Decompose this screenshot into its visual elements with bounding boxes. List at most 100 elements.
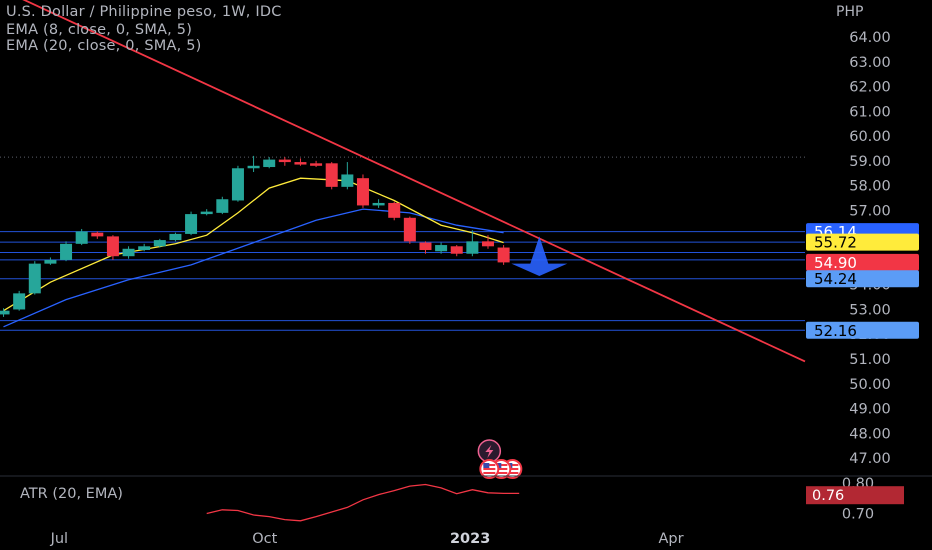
price-badge-bg xyxy=(806,253,919,271)
candle-body xyxy=(388,202,401,218)
candle-body xyxy=(435,245,448,252)
candle-body xyxy=(60,243,73,260)
y-axis-tick-label: 53.00 xyxy=(849,302,891,318)
x-axis-tick-label: Apr xyxy=(659,531,684,547)
y-axis-tick-label: 50.00 xyxy=(849,377,891,393)
us-flag-stripe xyxy=(495,472,508,474)
candle-body xyxy=(356,178,369,206)
candle xyxy=(138,243,151,252)
price-badge-text: 54.90 xyxy=(814,254,857,272)
down-arrow-icon xyxy=(511,236,568,277)
candle xyxy=(185,211,198,236)
us-flag-stripe xyxy=(506,472,519,474)
candle-body xyxy=(403,217,416,242)
candle xyxy=(278,157,291,166)
y-axis-tick-label: 48.00 xyxy=(849,426,891,442)
candle-body xyxy=(0,310,10,315)
event-badges xyxy=(477,439,523,479)
candle xyxy=(216,196,229,215)
candle-body xyxy=(44,259,57,264)
candle-body xyxy=(247,165,260,169)
candle-body xyxy=(200,211,213,215)
lightning-glyph xyxy=(485,445,494,458)
candle-body xyxy=(231,168,244,201)
candle-body xyxy=(216,199,229,213)
candle xyxy=(13,290,26,311)
candle-body xyxy=(341,174,354,187)
candle-body xyxy=(75,231,88,244)
candle-body xyxy=(185,214,198,234)
candle-body xyxy=(450,246,463,254)
price-badge-bg xyxy=(806,233,919,251)
atr-legend[interactable]: ATR (20, EMA) xyxy=(20,486,123,502)
y-axis-tick-label: 64.00 xyxy=(849,30,891,46)
y-axis-tick-label: 51.00 xyxy=(849,352,891,368)
price-badge: 52.16 xyxy=(806,321,919,340)
candle xyxy=(356,174,369,208)
y-axis-tick-label: 59.00 xyxy=(849,154,891,170)
ema20-line xyxy=(3,208,504,328)
price-badge-bg xyxy=(806,270,919,288)
y-axis-tick-label: 61.00 xyxy=(849,104,891,120)
candle xyxy=(481,235,494,249)
us-flag-stripe xyxy=(483,468,496,470)
candle-body xyxy=(122,248,135,257)
candle-body xyxy=(106,236,119,257)
price-badge-text: 55.72 xyxy=(814,234,857,252)
candle xyxy=(231,165,244,202)
candle-body xyxy=(91,232,104,237)
ema20-legend[interactable]: EMA (20, close, 0, SMA, 5) xyxy=(6,38,202,54)
price-badge: 54.90 xyxy=(806,253,919,272)
candle xyxy=(419,241,432,254)
candle-body xyxy=(294,162,307,165)
candle xyxy=(435,242,448,254)
candle-body xyxy=(153,240,166,247)
candle-body xyxy=(481,241,494,247)
candle xyxy=(403,216,416,244)
us-flag-stripe xyxy=(506,468,519,470)
candle xyxy=(106,235,119,260)
candle xyxy=(122,246,135,259)
price-badge-text: 52.16 xyxy=(814,322,857,340)
currency-label: PHP xyxy=(836,4,864,20)
us-flag-stripe xyxy=(495,468,508,470)
candle xyxy=(44,257,57,265)
ema8-legend[interactable]: EMA (8, close, 0, SMA, 5) xyxy=(6,22,193,38)
candle xyxy=(75,228,88,246)
atr-badge-bg xyxy=(806,486,904,505)
candle xyxy=(372,199,385,208)
candle-body xyxy=(310,163,323,166)
price-badge: 54.24 xyxy=(806,270,919,288)
candle xyxy=(0,308,10,317)
price-badge-bg xyxy=(806,321,919,339)
symbol-legend[interactable]: U.S. Dollar / Philippine peso, 1W, IDC xyxy=(6,4,282,20)
candle xyxy=(388,201,401,221)
candle xyxy=(310,160,323,168)
y-axis-tick-label: 63.00 xyxy=(849,55,891,71)
price-badge: 55.72 xyxy=(806,233,919,252)
y-axis-tick-label: 49.00 xyxy=(849,402,891,418)
price-badge-text: 54.24 xyxy=(814,270,857,288)
candle xyxy=(91,231,104,239)
atr-value-badge: 0.76 xyxy=(806,486,904,505)
candle-body xyxy=(278,159,291,163)
candle xyxy=(169,232,182,242)
candle-body xyxy=(466,241,479,254)
candle-body xyxy=(325,163,338,187)
candle xyxy=(28,261,41,295)
y-axis-tick-label: 57.00 xyxy=(849,203,891,219)
us-flag-canton xyxy=(483,463,490,468)
candle xyxy=(263,157,276,169)
candle-body xyxy=(419,242,432,251)
x-axis-tick-label: Oct xyxy=(252,531,277,547)
y-axis-tick-label: 62.00 xyxy=(849,80,891,96)
y-axis-tick-label: 47.00 xyxy=(849,451,891,467)
candle-body xyxy=(497,247,510,263)
candle-body xyxy=(28,263,41,294)
candle-body xyxy=(169,233,182,241)
candle-body xyxy=(13,293,26,310)
candle xyxy=(466,230,479,257)
atr-axis-tick-label: 0.70 xyxy=(842,507,874,523)
